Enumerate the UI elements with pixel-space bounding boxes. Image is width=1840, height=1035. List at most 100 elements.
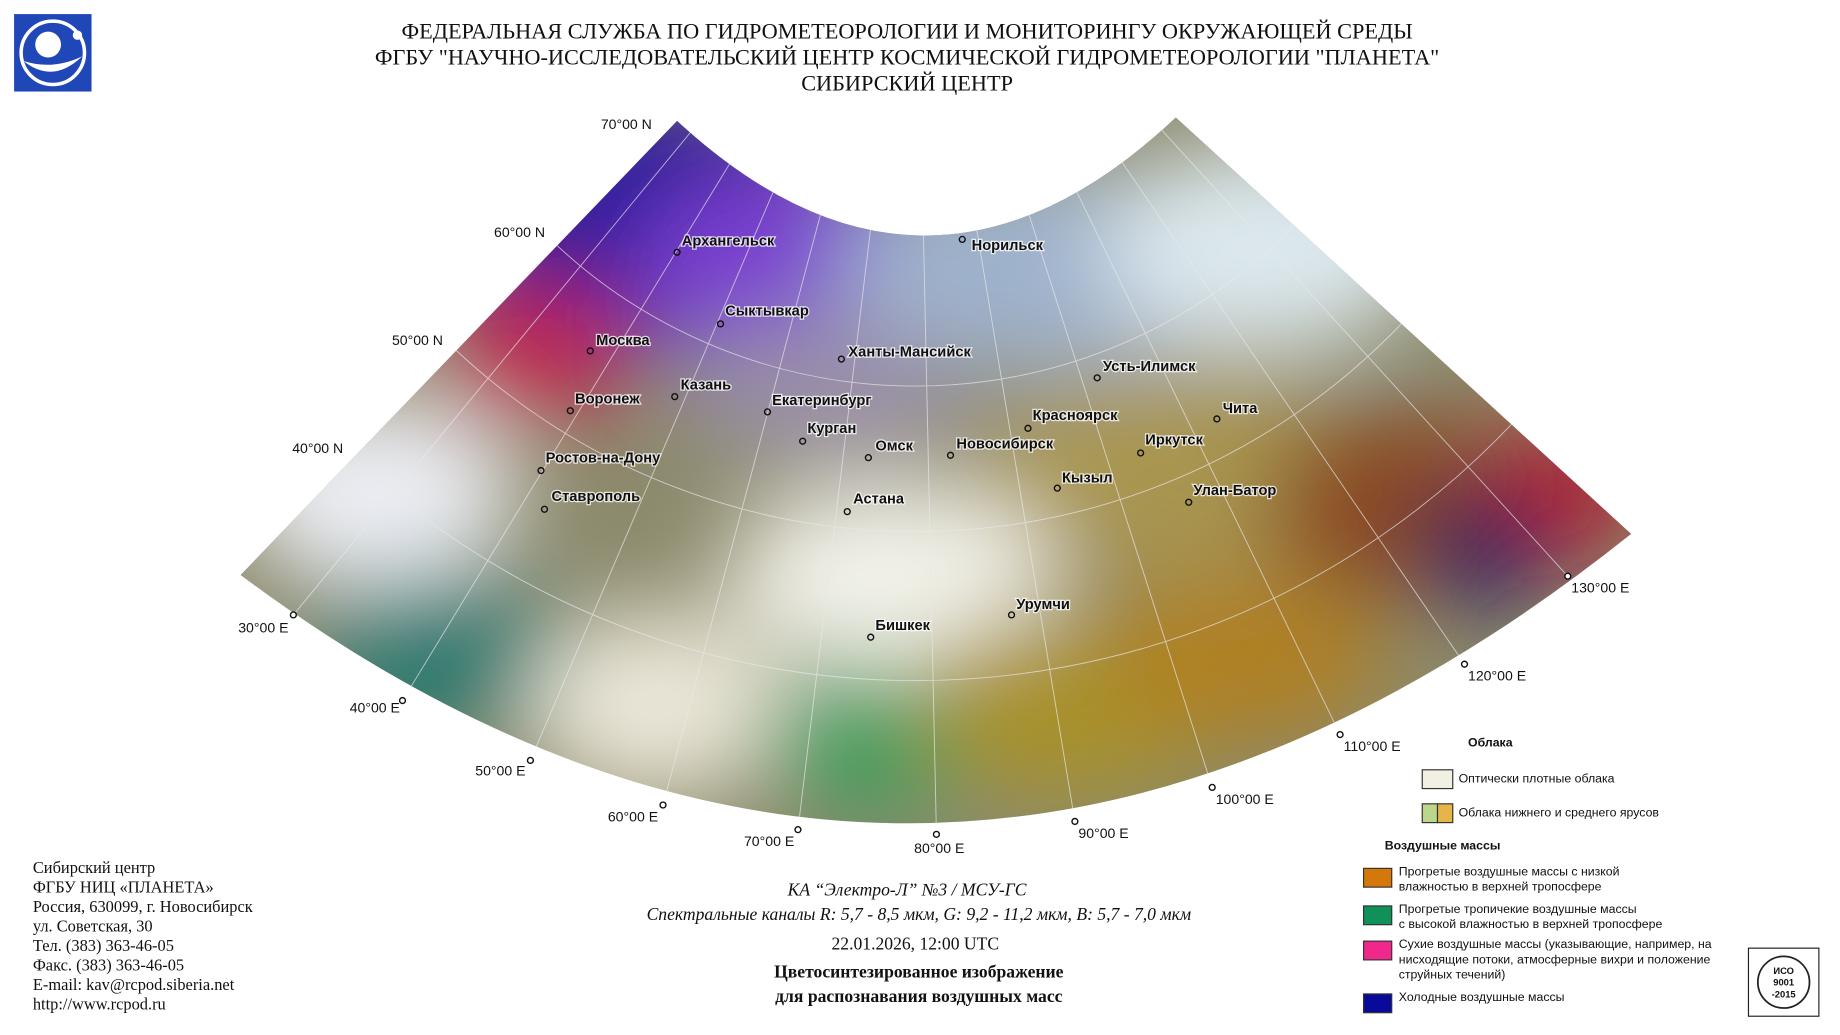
city-marker [763,408,772,416]
header-line: ФГБУ "НАУЧНО-ИССЛЕДОВАТЕЛЬСКИЙ ЦЕНТР КОС… [375,45,1439,70]
caption-title: Цветосинтезированное изображение [774,961,1064,981]
city-marker [958,235,966,244]
city-marker [671,392,679,401]
city-marker [1136,449,1145,457]
city-label: Красноярск [1033,408,1118,424]
longitude-label: 60°00 E [608,808,658,824]
legend-swatch [1362,867,1393,888]
iso-text: -2015 [1772,989,1796,999]
city-marker [1213,415,1221,423]
legend-label: Сухие воздушные массы (указывающие, напр… [1399,937,1712,951]
legend-label: с высокой влажностью в верхней тропосфер… [1399,917,1663,931]
legend-label: Облака нижнего и среднего ярусов [1459,806,1659,820]
satellite-image [240,117,1632,824]
city-marker [837,355,846,363]
header-line: СИБИРСКИЙ ЦЕНТР [801,70,1013,95]
city-label: Екатеринбург [772,393,871,409]
longitude-marker [1336,730,1344,739]
legend-label: Оптически плотные облака [1459,772,1615,786]
datetime: 22.01.2026, 12:00 UTC [831,933,999,953]
city-label: Сыктывкар [725,304,809,320]
iso-logo: ИСО 9001 -2015 [1747,947,1820,1017]
longitude-label: 30°00 E [238,619,288,635]
city-label: Воронеж [575,392,640,408]
longitude-marker [1460,660,1469,668]
legend-label: Прогретые воздушные массы с низкой [1399,864,1620,878]
header-line: ФЕДЕРАЛЬНАЯ СЛУЖБА ПО ГИДРОМЕТЕОРОЛОГИИ … [402,19,1413,44]
city-label: Омск [875,439,913,455]
city-label: Урумчи [1016,597,1070,613]
city-marker [864,454,873,462]
city-marker [566,407,574,415]
contact-line: Сибирский центр [33,858,155,877]
city-marker [586,347,594,355]
longitude-label: 120°00 E [1468,668,1526,684]
city-label: Иркутск [1145,433,1203,449]
longitude-marker [526,756,535,765]
logo [14,14,92,92]
legend: Облака Воздушные массы Оптически плотные… [1362,735,1712,1014]
city-label: Бишкек [875,618,930,634]
longitude-marker [398,696,407,705]
longitude-label: 130°00 E [1571,580,1629,596]
iso-text: ИСО [1773,966,1794,976]
latitude-label: 40°00 N [292,440,343,456]
city-marker [1093,374,1101,382]
longitude-label: 50°00 E [475,763,525,779]
city-label: Казань [681,378,732,394]
city-marker [537,466,545,475]
city-marker [673,248,681,256]
contact-line: ул. Советская, 30 [33,916,153,935]
longitude-marker [932,830,941,838]
legend-swatch [1436,803,1454,824]
graticule [240,117,1632,824]
map-labels: Архангельск Норильск Сыктывкар Москва Ханты-… [238,116,1629,856]
longitude-label: 110°00 E [1344,738,1401,754]
contact-line: E-mail: kav@rcpod.siberia.net [33,975,235,994]
latitude-label: 70°00 N [601,116,652,132]
city-marker [843,507,851,516]
city-label: Новосибирск [956,436,1053,452]
longitude-marker [794,826,802,834]
city-label: Ростов-на-Дону [546,450,661,466]
legend-label: нисходящие потоки, атмосферные вихри и п… [1399,952,1711,966]
caption-title: для распознавания воздушных масс [775,986,1063,1006]
caption: КА “Электро-Л” №3 / МСУ-ГС Спектральные … [647,879,1191,1006]
city-label: Норильск [972,238,1044,254]
legend-swatch [1362,905,1393,926]
legend-title: Воздушные массы [1385,839,1501,853]
header: ФЕДЕРАЛЬНАЯ СЛУЖБА ПО ГИДРОМЕТЕОРОЛОГИИ … [375,19,1439,96]
legend-label: влажностью в верхней тропосфере [1399,880,1602,894]
latitude-label: 50°00 N [392,332,443,348]
longitude-label: 40°00 E [350,699,400,715]
city-marker [540,505,549,513]
contact-line: ФГБУ НИЦ «ПЛАНЕТА» [33,878,214,897]
latitude-label: 60°00 N [494,224,545,240]
contact-line: http://www.rcpod.ru [33,994,166,1013]
legend-swatch [1421,769,1454,790]
city-marker [1053,484,1061,492]
city-marker [1024,424,1032,432]
longitude-marker [1208,783,1216,792]
city-label: Усть-Илимск [1103,359,1196,375]
city-marker [716,320,725,328]
longitude-label: 80°00 E [914,840,964,856]
city-marker [867,633,875,641]
city-marker [799,437,807,445]
longitude-marker [289,611,298,619]
city-label: Кызыл [1062,470,1113,486]
longitude-marker [659,801,667,809]
contact-line: Тел. (383) 363-46-05 [33,936,174,955]
legend-label: Холодные воздушные массы [1399,990,1565,1004]
city-label: Архангельск [682,233,775,249]
legend-swatch [1421,803,1439,824]
city-label: Ханты-Мансийск [848,345,971,361]
legend-swatch [1362,993,1393,1014]
longitude-marker [1071,817,1079,826]
contact-line: Россия, 630099, г. Новосибирск [33,897,253,916]
city-label: Ставрополь [552,489,641,505]
legend-label: струйных течений) [1399,968,1506,982]
